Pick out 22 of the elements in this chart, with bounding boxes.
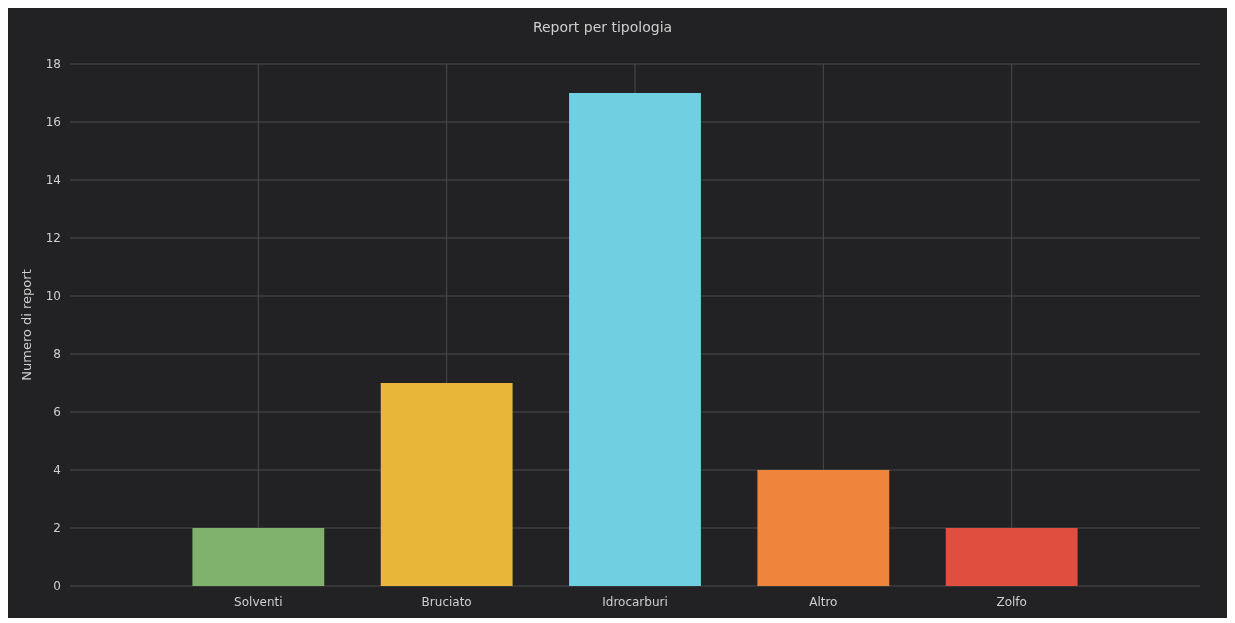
y-tick-label: 14 — [45, 173, 61, 188]
y-tick-label: 12 — [45, 231, 61, 246]
y-axis-title: Numero di report — [19, 269, 34, 381]
y-tick-label: 0 — [53, 579, 61, 594]
y-tick-label: 4 — [53, 463, 61, 478]
x-tick-label: Altro — [809, 595, 838, 609]
bar — [945, 528, 1078, 586]
y-tick-label: 2 — [53, 521, 61, 536]
x-tick-label: Solventi — [234, 595, 283, 609]
x-tick-label: Idrocarburi — [602, 595, 668, 609]
bar — [569, 93, 701, 586]
bar — [380, 383, 513, 586]
chart-title: Report per tipologia — [532, 19, 673, 35]
y-tick-label: 6 — [53, 405, 61, 420]
y-tick-label: 16 — [45, 115, 61, 130]
bar — [192, 528, 325, 586]
bar — [757, 470, 890, 586]
y-tick-label: 8 — [53, 347, 61, 362]
y-tick-label: 10 — [45, 289, 61, 304]
x-tick-label: Bruciato — [421, 595, 472, 609]
y-tick-label: 18 — [45, 57, 61, 72]
x-tick-label: Zolfo — [996, 595, 1027, 609]
